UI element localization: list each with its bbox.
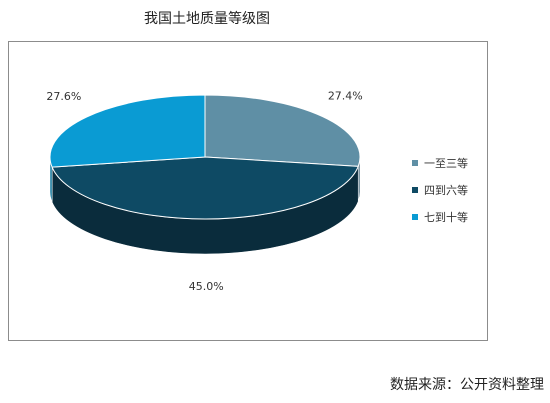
- legend-item-2: 四到六等: [412, 183, 468, 197]
- legend-swatch-2: [412, 187, 418, 193]
- pie-tops: [49, 94, 361, 220]
- pie-slice-1: [204, 94, 361, 167]
- legend: 一至三等 四到六等 七到十等: [412, 156, 468, 237]
- legend-swatch-1: [412, 160, 418, 166]
- source-note: 数据来源：公开资料整理: [390, 377, 544, 393]
- legend-label-2: 四到六等: [424, 184, 468, 197]
- pie-slice-3: [49, 94, 206, 168]
- legend-item-1: 一至三等: [412, 156, 468, 170]
- pie-labels: 27.4% 45.0% 27.6%: [46, 90, 362, 293]
- legend-label-1: 一至三等: [424, 157, 468, 170]
- legend-item-3: 七到十等: [412, 210, 468, 224]
- data-label-1: 27.4%: [328, 90, 363, 103]
- pie-slice-2: [51, 156, 359, 220]
- chart-title: 我国土地质量等级图: [144, 11, 270, 27]
- data-label-2: 45.0%: [189, 280, 224, 293]
- data-label-3: 27.6%: [46, 90, 81, 103]
- chart-frame: [8, 41, 488, 341]
- legend-swatch-3: [412, 214, 418, 220]
- legend-label-3: 七到十等: [424, 211, 468, 224]
